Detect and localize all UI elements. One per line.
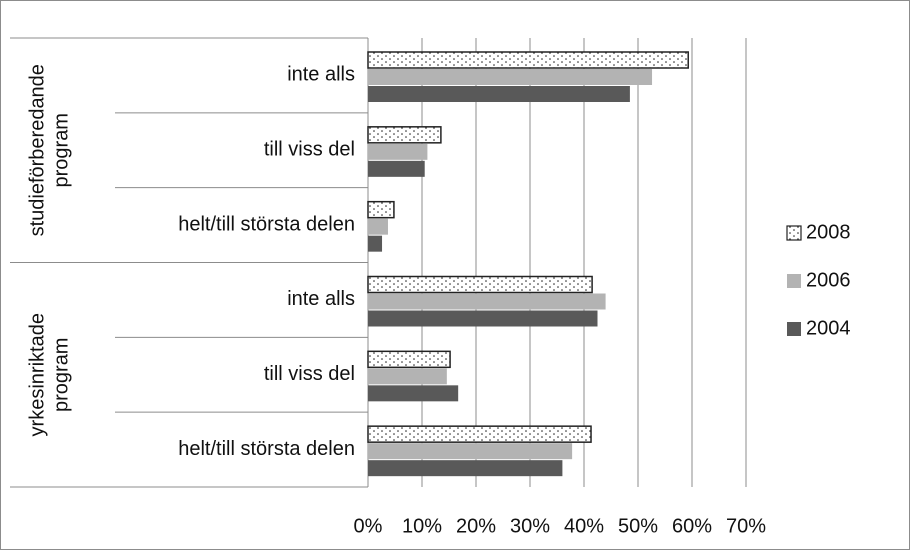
category-label: inte alls (287, 288, 355, 310)
bar (367, 425, 592, 443)
bar (367, 275, 593, 294)
category-label: till viss del (264, 139, 355, 161)
x-tick-label: 60% (672, 515, 712, 537)
category-label: inte alls (287, 64, 355, 86)
bar (368, 218, 388, 235)
legend-swatch (786, 225, 802, 241)
legend-swatch (787, 274, 801, 288)
legend-label: 2008 (806, 221, 851, 243)
legend-label: 2006 (806, 269, 851, 291)
bar (368, 160, 425, 177)
bar (367, 200, 395, 219)
group-label: program (50, 113, 72, 187)
x-tick-label: 30% (510, 515, 550, 537)
legend-swatch (787, 322, 801, 336)
bar (368, 385, 459, 402)
group-label: program (50, 338, 72, 412)
x-tick-label: 0% (354, 515, 383, 537)
x-tick-label: 10% (402, 515, 442, 537)
bar (368, 443, 573, 460)
bar (368, 310, 598, 327)
bar (368, 293, 606, 310)
category-label: helt/till största delen (178, 213, 355, 235)
group-label: yrkesinriktade (26, 313, 48, 436)
bar (368, 69, 653, 85)
group-label: studieförberedande (26, 64, 48, 236)
category-label: helt/till största delen (178, 438, 355, 460)
bar (367, 51, 689, 69)
x-tick-label: 40% (564, 515, 604, 537)
bar (368, 143, 428, 160)
legend-label: 2004 (806, 317, 851, 339)
x-tick-label: 20% (456, 515, 496, 537)
x-tick-label: 50% (618, 515, 658, 537)
bar (367, 126, 442, 144)
x-tick-label: 70% (726, 515, 766, 537)
bar (368, 235, 383, 252)
category-label: till viss del (264, 363, 355, 385)
bar (367, 350, 451, 369)
bar (368, 86, 630, 102)
bar (368, 460, 563, 477)
bar (368, 368, 447, 385)
